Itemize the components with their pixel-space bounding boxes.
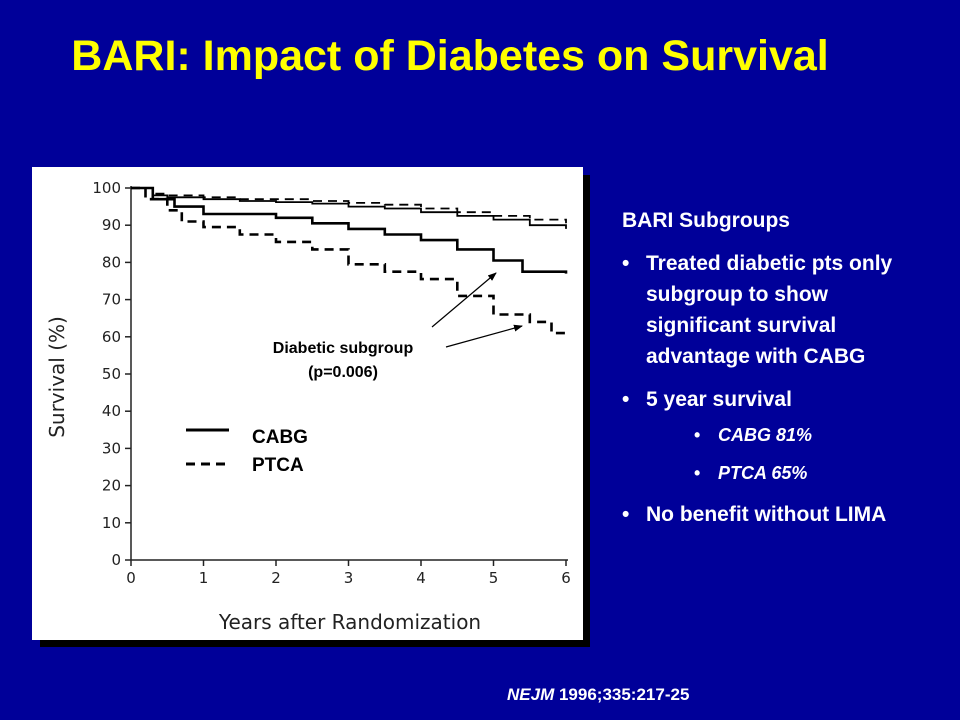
- x-axis-title: Years after Randomization: [218, 610, 481, 634]
- y-tick-label: 70: [102, 291, 121, 309]
- citation: NEJM 1996;335:217-25: [507, 685, 689, 705]
- y-tick-label: 80: [102, 253, 121, 271]
- chart-series: [131, 186, 568, 337]
- citation-journal: NEJM: [507, 685, 555, 704]
- y-tick-label: 10: [102, 514, 121, 532]
- x-tick-label: 6: [561, 569, 571, 587]
- bullet-five-year-label: 5 year survival: [646, 388, 792, 411]
- survival-sublist: CABG 81% PTCA 65%: [646, 423, 922, 485]
- annotation-line-2: (p=0.006): [308, 364, 378, 381]
- x-tick-label: 0: [126, 569, 136, 587]
- legend-label-ptca: PTCA: [252, 455, 304, 476]
- subgroups-panel: BARI Subgroups Treated diabetic pts only…: [622, 205, 922, 542]
- y-tick-label: 50: [102, 365, 121, 383]
- x-tick-label: 5: [489, 569, 499, 587]
- x-tick-label: 2: [271, 569, 281, 587]
- legend-label-cabg: CABG: [252, 427, 308, 448]
- y-tick-label: 0: [111, 551, 121, 569]
- subgroups-list: Treated diabetic pts only subgroup to sh…: [622, 248, 922, 530]
- annotation-arrow-ptca: [445, 324, 523, 348]
- series-diabetic-ptca-line: [131, 186, 568, 337]
- x-tick-label: 4: [416, 569, 426, 587]
- y-tick-label: 20: [102, 477, 121, 495]
- subgroups-heading: BARI Subgroups: [622, 209, 790, 232]
- slide-title: BARI: Impact of Diabetes on Survival: [71, 32, 829, 80]
- annotation-line-1: Diabetic subgroup: [273, 340, 414, 357]
- y-tick-label: 30: [102, 439, 121, 457]
- citation-reference: 1996;335:217-25: [558, 685, 690, 704]
- series-diabetic-cabg-line: [131, 186, 568, 274]
- sub-bullet-ptca: PTCA 65%: [646, 461, 922, 485]
- bullet-five-year-survival: 5 year survival CABG 81% PTCA 65%: [622, 384, 922, 485]
- y-tick-label: 60: [102, 328, 121, 346]
- x-tick-label: 1: [199, 569, 209, 587]
- y-tick-label: 100: [92, 179, 121, 197]
- bullet-no-lima-benefit: No benefit without LIMA: [622, 499, 922, 530]
- x-tick-label: 3: [344, 569, 354, 587]
- series-nondiabetic-ptca-line: [131, 187, 567, 224]
- annotation-arrow-cabg: [431, 272, 497, 328]
- sub-bullet-cabg: CABG 81%: [646, 423, 922, 447]
- y-axis-title: Survival (%): [45, 316, 69, 438]
- survival-chart: 0 1 2 3 4 5 6 0 10 20 30 40 50 60 70 80 90 100 Years afte…: [32, 167, 583, 640]
- y-tick-label: 90: [102, 216, 121, 234]
- y-tick-label: 40: [102, 402, 121, 420]
- bullet-diabetic-advantage: Treated diabetic pts only subgroup to sh…: [622, 248, 922, 372]
